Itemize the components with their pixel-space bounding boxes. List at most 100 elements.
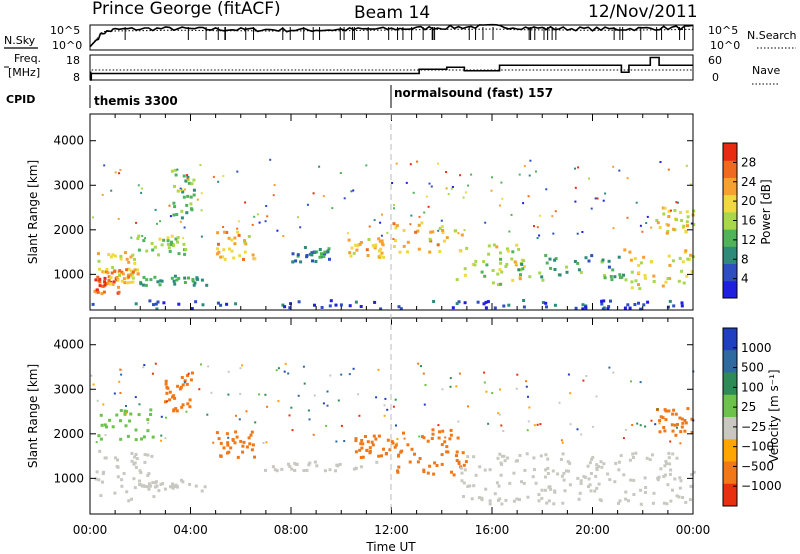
heatmap-cell [581, 307, 585, 311]
heatmap-cell [126, 434, 130, 438]
heatmap-cell [632, 478, 636, 482]
heatmap-cell-sparse [636, 422, 639, 425]
heatmap-cell-sparse [437, 162, 439, 165]
heatmap-cell [322, 255, 326, 258]
heatmap-cell [679, 430, 683, 434]
heatmap-cell [637, 264, 641, 267]
heatmap-cell [230, 249, 234, 253]
heatmap-cell [134, 302, 138, 306]
heatmap-cell [359, 465, 363, 469]
heatmap-cell [463, 267, 467, 271]
heatmap-cell-sparse [558, 401, 561, 404]
heatmap-cell [461, 451, 465, 455]
heatmap-cell [553, 268, 557, 271]
colorbar-segment [723, 372, 737, 396]
heatmap-cell [491, 281, 495, 285]
colorbar-tick-label: −100 [741, 440, 774, 454]
heatmap-cell [222, 446, 226, 450]
heatmap-cell-sparse [384, 397, 387, 400]
heatmap-cell [584, 256, 588, 260]
heatmap-cell [225, 231, 229, 234]
heatmap-cell [617, 460, 621, 464]
heatmap-cell-sparse [449, 385, 452, 388]
heatmap-cell [113, 269, 117, 273]
heatmap-cell [188, 398, 192, 402]
heatmap-cell [522, 299, 526, 302]
heatmap-cell [103, 276, 107, 280]
heatmap-cell [147, 482, 151, 486]
heatmap-cell-sparse [277, 367, 280, 370]
heatmap-cell [172, 201, 176, 205]
heatmap-cell-sparse [612, 165, 615, 168]
heatmap-cell [161, 482, 165, 486]
heatmap-cell-sparse [444, 436, 447, 439]
heatmap-cell-sparse [119, 392, 122, 394]
heatmap-cell-sparse [326, 390, 329, 393]
heatmap-cell-sparse [183, 226, 186, 229]
heatmap-cell [519, 268, 523, 272]
heatmap-cell [188, 483, 192, 486]
heatmap-cell-sparse [282, 235, 285, 237]
x-tick-label: 04:00 [173, 523, 208, 537]
heatmap-cell [487, 252, 491, 256]
heatmap-cell [378, 249, 381, 253]
heatmap-cell [667, 209, 671, 213]
heatmap-cell [435, 464, 439, 467]
heatmap-cell [137, 248, 141, 252]
heatmap-cell [228, 247, 231, 251]
colorbar-segment [723, 263, 737, 282]
heatmap-cell-sparse [381, 213, 383, 216]
heatmap-cell [451, 306, 455, 310]
heatmap-cell [153, 275, 157, 279]
heatmap-cell [170, 234, 174, 238]
heatmap-cell-sparse [585, 375, 588, 377]
heatmap-cell [549, 266, 553, 270]
heatmap-cell [164, 379, 168, 383]
heatmap-cell-sparse [241, 364, 244, 367]
heatmap-cell-sparse [239, 392, 242, 395]
heatmap-cell [414, 230, 418, 234]
heatmap-cell [565, 270, 569, 274]
heatmap-cell [288, 306, 292, 310]
heatmap-cell [683, 419, 687, 422]
heatmap-cell-sparse [427, 205, 430, 208]
heatmap-cell-sparse [265, 441, 268, 444]
heatmap-cell [134, 438, 138, 442]
heatmap-cell-sparse [322, 402, 325, 405]
heatmap-cell-sparse [498, 204, 501, 207]
heatmap-cell [288, 465, 292, 468]
heatmap-cell [358, 242, 362, 246]
heatmap-cell [532, 456, 536, 460]
heatmap-cell [164, 382, 168, 386]
heatmap-cell [379, 253, 383, 257]
heatmap-cell [313, 303, 316, 307]
heatmap-cell [478, 465, 482, 469]
heatmap-cell-sparse [635, 201, 638, 204]
y-tick-label: 1000 [53, 471, 84, 485]
colorbar-segment [723, 394, 737, 418]
colorbar-tick-label: 4 [741, 272, 749, 286]
heatmap-cell [657, 475, 661, 479]
heatmap-cell [219, 454, 223, 458]
heatmap-cell [203, 485, 207, 489]
heatmap-cell [151, 481, 155, 485]
heatmap-cell [574, 306, 578, 310]
heatmap-cell-sparse [147, 422, 150, 425]
heatmap-cell [216, 231, 220, 235]
heatmap-cell [373, 246, 377, 250]
heatmap-cell [675, 494, 679, 498]
heatmap-cell [120, 270, 124, 274]
heatmap-cell [334, 469, 337, 473]
heatmap-cell [637, 301, 640, 305]
heatmap-cell [287, 462, 290, 466]
heatmap-cell [354, 437, 358, 441]
freq-tick-low: 8 [73, 71, 80, 84]
heatmap-cell [480, 270, 484, 274]
heatmap-cell-sparse [498, 413, 501, 416]
heatmap-cell [676, 423, 679, 426]
heatmap-cell-sparse [383, 404, 386, 407]
heatmap-cell [361, 442, 365, 446]
heatmap-cell-sparse [113, 392, 116, 395]
colorbar-tick-label: 28 [741, 155, 756, 169]
heatmap-cell [372, 244, 376, 248]
